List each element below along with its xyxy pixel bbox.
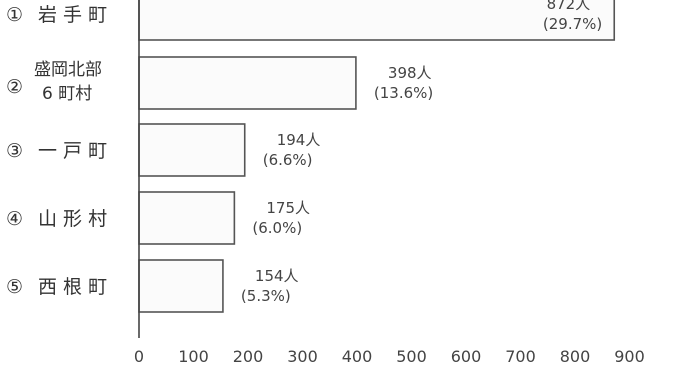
- category-label: 山 形 村: [38, 208, 107, 230]
- category-marker: ②: [6, 76, 23, 98]
- x-tick-label: 300: [287, 347, 318, 366]
- category-marker: ③: [6, 140, 23, 162]
- x-tick-label: 0: [134, 347, 144, 366]
- x-tick-label: 800: [560, 347, 591, 366]
- category-label: 盛岡北部: [34, 60, 102, 80]
- category-marker: ④: [6, 208, 23, 230]
- x-tick-label: 200: [233, 347, 264, 366]
- x-tick-label: 400: [342, 347, 373, 366]
- data-label-count: 194人: [277, 131, 321, 149]
- category-marker: ①: [6, 4, 23, 26]
- x-tick-label: 900: [614, 347, 645, 366]
- data-label-count: 154人: [255, 267, 299, 285]
- category-marker: ⑤: [6, 276, 23, 298]
- data-label-percent: (5.3%): [241, 287, 291, 305]
- labels-layer: 872人 (29.7%) ① 岩 手 町 398人 (13.6%) ② 盛岡北部 6 町村 194…: [6, 0, 602, 305]
- data-label-percent: (6.6%): [263, 151, 313, 169]
- data-label-count: 872人: [547, 0, 591, 13]
- bar: [138, 123, 246, 177]
- category-label: 岩 手 町: [38, 4, 107, 26]
- bar: [138, 56, 357, 110]
- data-label-percent: (29.7%): [543, 15, 602, 33]
- x-tick-label: 100: [178, 347, 209, 366]
- category-label: 一 戸 町: [38, 140, 107, 162]
- bar: [138, 259, 224, 313]
- x-axis: 0 100 200 300 400 500 600 700 800 900: [134, 0, 645, 366]
- data-label-count: 175人: [266, 199, 310, 217]
- bar: [138, 191, 236, 245]
- x-tick-label: 700: [505, 347, 536, 366]
- data-label-count: 398人: [388, 64, 432, 82]
- x-tick-label: 500: [396, 347, 427, 366]
- x-tick-label: 600: [451, 347, 482, 366]
- category-label: 6 町村: [42, 84, 92, 104]
- bars-layer: [138, 0, 616, 313]
- category-label: 西 根 町: [38, 276, 107, 298]
- data-label-percent: (13.6%): [374, 84, 433, 102]
- data-label-percent: (6.0%): [252, 219, 302, 237]
